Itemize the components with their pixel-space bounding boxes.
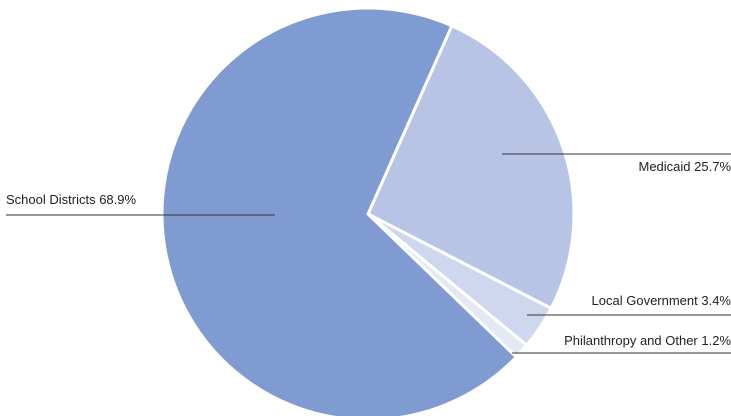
pie-slice-0 — [160, 6, 518, 416]
pie-slices — [160, 6, 576, 416]
slice-label-0: School Districts 68.9% — [6, 192, 136, 207]
leader-lines — [6, 153, 731, 354]
pie-slice-1 — [366, 24, 576, 310]
slice-label-3: Philanthropy and Other 1.2% — [564, 333, 731, 348]
slice-label-2: Local Government 3.4% — [592, 293, 731, 308]
slice-label-1: Medicaid 25.7% — [639, 159, 731, 174]
slice-labels: School Districts 68.9% Medicaid 25.7% Loca… — [6, 159, 731, 348]
